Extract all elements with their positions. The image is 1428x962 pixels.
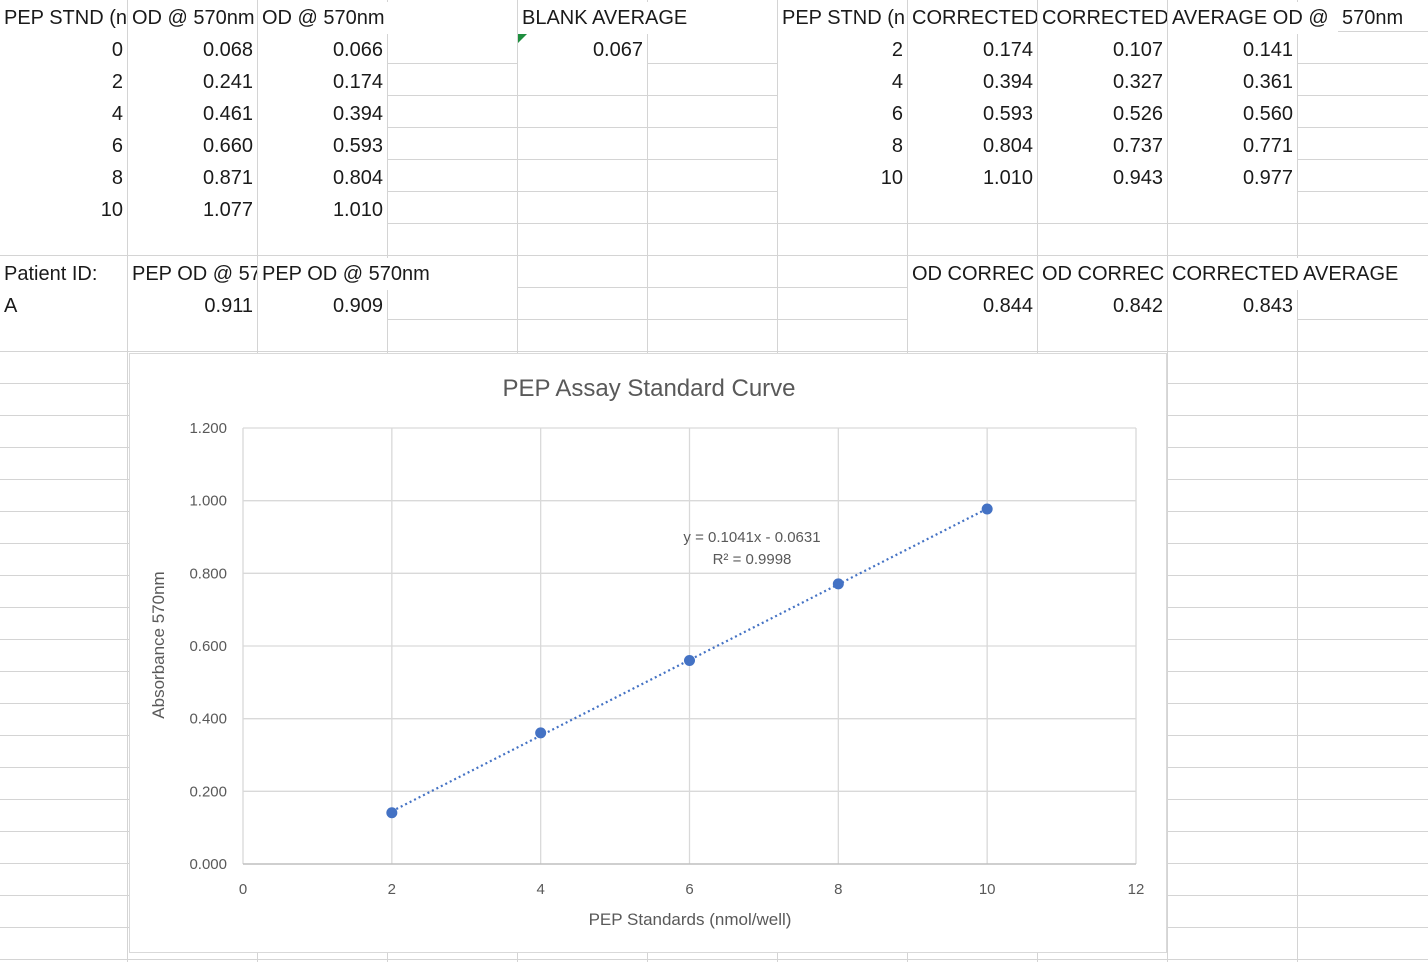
y-tick-label: 0.600: [189, 638, 227, 655]
cell-patient-average[interactable]: 0.843: [1168, 290, 1297, 322]
header-pep-od-2[interactable]: PEP OD @ 570nm: [258, 258, 517, 290]
cell-average[interactable]: 0.977: [1168, 162, 1297, 194]
data-point[interactable]: [684, 655, 695, 667]
x-tick-label: 6: [685, 881, 693, 898]
cell-stnd[interactable]: 4: [0, 98, 127, 130]
x-tick-label: 10: [979, 881, 996, 898]
cell-stnd[interactable]: 8: [778, 130, 907, 162]
header-blank-average[interactable]: BLANK AVERAGE: [518, 2, 777, 34]
error-indicator-icon: [518, 34, 527, 43]
header-od-570-1[interactable]: OD @ 570nm: [128, 2, 257, 34]
cell-od2[interactable]: 0.174: [258, 66, 387, 98]
y-tick-label: 0.200: [189, 783, 227, 800]
cell-stnd[interactable]: 8: [0, 162, 127, 194]
cell-corrected-1[interactable]: 0.593: [908, 98, 1037, 130]
header-pep-stnd[interactable]: PEP STND (n: [0, 2, 127, 34]
data-point[interactable]: [981, 503, 993, 515]
cell-od2[interactable]: 0.394: [258, 98, 387, 130]
cell-corrected-1[interactable]: 0.174: [908, 34, 1037, 66]
header-pep-od-1[interactable]: PEP OD @ 57: [128, 258, 257, 290]
cell-stnd[interactable]: 6: [778, 98, 907, 130]
column-divider: [1167, 0, 1168, 962]
header-patient-id[interactable]: Patient ID:: [0, 258, 127, 290]
trendline-equation[interactable]: y = 0.1041x - 0.0631: [683, 529, 820, 546]
trendline[interactable]: [391, 507, 988, 813]
cell-corrected-2[interactable]: 0.327: [1038, 66, 1167, 98]
y-tick-label: 0.000: [189, 856, 227, 873]
cell-average[interactable]: 0.560: [1168, 98, 1297, 130]
y-axis-title: Absorbance 570nm: [149, 571, 168, 718]
header-corrected-1[interactable]: CORRECTED: [908, 2, 1037, 34]
cell-od1[interactable]: 1.077: [128, 194, 257, 226]
cell-od1[interactable]: 0.660: [128, 130, 257, 162]
cell-od2[interactable]: 0.804: [258, 162, 387, 194]
cell-average[interactable]: 0.361: [1168, 66, 1297, 98]
chart-gridlines: [243, 427, 1137, 864]
chart-points: [386, 503, 993, 819]
cell-patient-od2[interactable]: 0.909: [258, 290, 387, 322]
cell-corrected-1[interactable]: 0.804: [908, 130, 1037, 162]
data-point[interactable]: [832, 578, 844, 590]
cell-average[interactable]: 0.771: [1168, 130, 1297, 162]
column-divider: [1297, 0, 1298, 962]
y-tick-label: 0.800: [189, 565, 227, 582]
header-corrected-2[interactable]: CORRECTED: [1038, 2, 1167, 34]
cell-stnd[interactable]: 2: [0, 66, 127, 98]
cell-od1[interactable]: 0.871: [128, 162, 257, 194]
cell-od2[interactable]: 0.066: [258, 34, 387, 66]
cell-stnd[interactable]: 6: [0, 130, 127, 162]
cell-stnd[interactable]: 2: [778, 34, 907, 66]
x-tick-label: 4: [536, 881, 544, 898]
cell-patient-corrected-2[interactable]: 0.842: [1038, 290, 1167, 322]
x-tick-label: 2: [388, 881, 396, 898]
cell-od2[interactable]: 0.593: [258, 130, 387, 162]
cell-corrected-1[interactable]: 1.010: [908, 162, 1037, 194]
data-point[interactable]: [535, 727, 547, 739]
header-570nm[interactable]: 570nm: [1342, 7, 1404, 29]
y-tick-label: 1.000: [189, 493, 227, 510]
cell-od2[interactable]: 1.010: [258, 194, 387, 226]
cell-corrected-2[interactable]: 0.526: [1038, 98, 1167, 130]
cell-stnd[interactable]: 10: [778, 162, 907, 194]
cell-patient-od1[interactable]: 0.911: [128, 290, 257, 322]
cell-corrected-2[interactable]: 0.737: [1038, 130, 1167, 162]
cell-blank-average[interactable]: 0.067: [518, 34, 647, 66]
cell-od1[interactable]: 0.461: [128, 98, 257, 130]
x-axis-title: PEP Standards (nmol/well): [589, 910, 792, 929]
cell-average[interactable]: 0.141: [1168, 34, 1297, 66]
header-od-570-2[interactable]: OD @ 570nm: [258, 2, 517, 34]
cell-corrected-2[interactable]: 0.107: [1038, 34, 1167, 66]
chart-title: PEP Assay Standard Curve: [502, 375, 795, 402]
column-divider: [127, 0, 128, 962]
cell-stnd[interactable]: 4: [778, 66, 907, 98]
cell-od1[interactable]: 0.068: [128, 34, 257, 66]
chart-plot: 0 2 4 6 8 10 12 0.000 0.200 0.400 0.600 0.800 1.000 1…: [149, 375, 1144, 929]
header-od-corrected-2[interactable]: OD CORREC: [1038, 258, 1167, 290]
x-tick-label: 12: [1128, 881, 1145, 898]
header-average-od[interactable]: AVERAGE OD @: [1168, 2, 1338, 34]
cell-stnd[interactable]: 10: [0, 194, 127, 226]
chart-axes: 0 2 4 6 8 10 12 0.000 0.200 0.400 0.600 0.800 1.000 1…: [189, 420, 1144, 898]
cell-corrected-2[interactable]: 0.943: [1038, 162, 1167, 194]
header-od-corrected-1[interactable]: OD CORREC: [908, 258, 1037, 290]
cell-stnd[interactable]: 0: [0, 34, 127, 66]
y-tick-label: 0.400: [189, 711, 227, 728]
cell-od1[interactable]: 0.241: [128, 66, 257, 98]
y-tick-label: 1.200: [189, 420, 227, 437]
cell-patient-id[interactable]: A: [0, 290, 127, 322]
trendline-r-squared[interactable]: R² = 0.9998: [713, 551, 792, 568]
header-pep-stnd-corrected[interactable]: PEP STND (n: [778, 2, 907, 34]
header-corrected-average[interactable]: CORRECTED AVERAGE: [1168, 258, 1428, 290]
x-tick-label: 0: [239, 881, 247, 898]
standard-curve-chart[interactable]: 0 2 4 6 8 10 12 0.000 0.200 0.400 0.600 0.800 1.000 1…: [129, 353, 1167, 953]
data-point[interactable]: [386, 807, 398, 819]
x-tick-label: 8: [834, 881, 842, 898]
cell-patient-corrected-1[interactable]: 0.844: [908, 290, 1037, 322]
cell-corrected-1[interactable]: 0.394: [908, 66, 1037, 98]
